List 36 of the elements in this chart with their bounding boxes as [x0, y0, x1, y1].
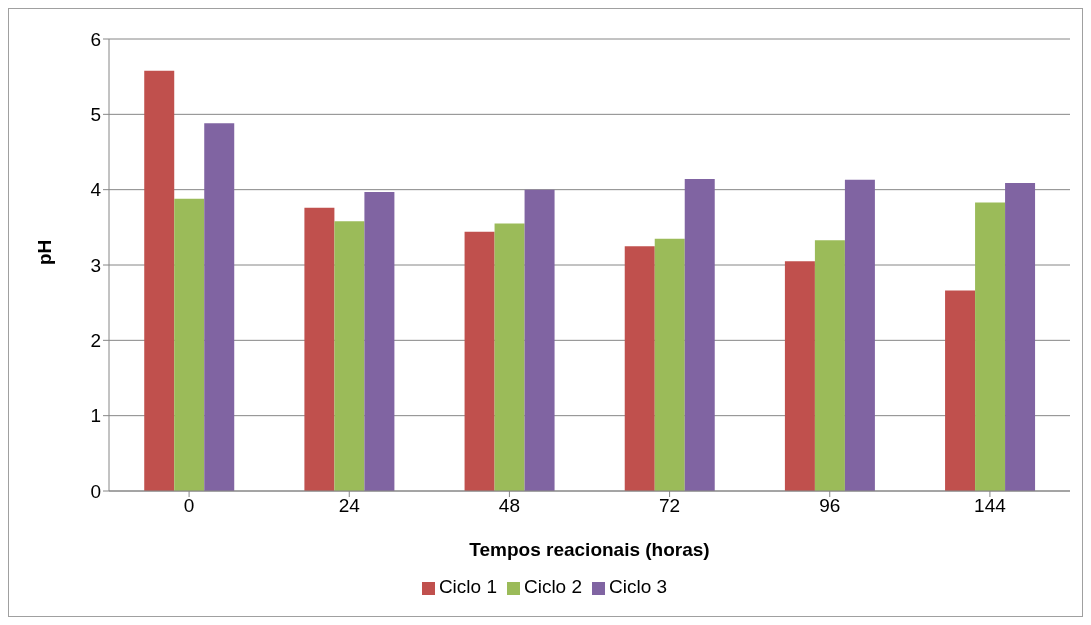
y-tick-label: 1: [90, 405, 101, 427]
bar: [304, 207, 335, 491]
y-axis-title: pH: [33, 239, 55, 265]
legend-label: Ciclo 1: [438, 576, 497, 597]
bar: [204, 123, 235, 491]
y-tick-label: 3: [90, 254, 101, 276]
x-tick-label: 144: [974, 495, 1007, 517]
x-tick-label: 96: [819, 495, 841, 517]
bar: [654, 238, 685, 491]
bar: [464, 231, 495, 491]
bar: [494, 223, 525, 491]
bar: [684, 179, 715, 491]
bar: [784, 261, 815, 491]
y-tick-label: 2: [90, 330, 101, 352]
y-tick-label: 4: [90, 179, 102, 201]
bar: [844, 179, 875, 491]
x-tick-label: 0: [183, 495, 195, 517]
bar: [624, 246, 655, 491]
bar: [144, 70, 175, 491]
y-tick-label: 6: [90, 28, 101, 50]
bar: [174, 198, 205, 491]
x-tick-label: 48: [498, 495, 520, 517]
legend-label: Ciclo 3: [609, 576, 668, 597]
y-tick-label: 0: [90, 480, 101, 502]
x-axis-title: Tempos reacionais (horas): [469, 539, 710, 560]
bar: [364, 191, 395, 491]
bar: [945, 290, 976, 491]
y-tick-label: 5: [90, 104, 101, 126]
bar: [975, 202, 1006, 491]
bar: [814, 240, 845, 491]
x-tick-label: 24: [338, 495, 361, 517]
bar: [1005, 182, 1036, 491]
bar: [334, 221, 365, 491]
x-tick-label: 72: [659, 495, 681, 517]
bar: [524, 189, 555, 491]
legend-label: Ciclo 2: [523, 576, 583, 597]
